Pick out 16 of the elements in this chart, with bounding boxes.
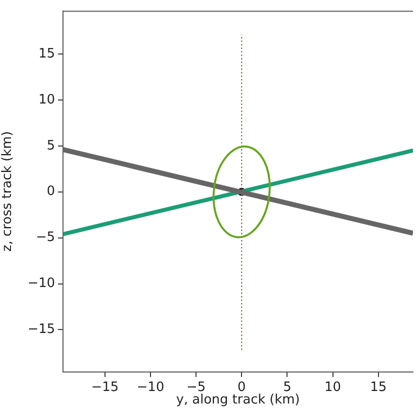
y-tick-label: −10 (28, 276, 55, 292)
x-tick-label: −15 (91, 380, 119, 396)
y-tick-label: −5 (36, 230, 55, 246)
x-axis-title: y, along track (km) (176, 392, 300, 408)
x-tick-label: 0 (238, 380, 246, 396)
y-tick-label: 5 (46, 138, 55, 154)
x-tick-label: 15 (370, 380, 387, 396)
y-tick-label: 15 (38, 46, 55, 62)
y-tick-label: 0 (46, 184, 55, 200)
y-tick-label: 10 (38, 92, 55, 108)
y-tick-label: −15 (28, 322, 55, 338)
x-tick-label: 10 (324, 380, 342, 396)
x-tick-label: −10 (136, 380, 164, 396)
y-axis-title: z, cross track (km) (0, 131, 16, 252)
x-tick-label: 5 (283, 380, 292, 396)
x-tick-label: −5 (186, 380, 206, 396)
